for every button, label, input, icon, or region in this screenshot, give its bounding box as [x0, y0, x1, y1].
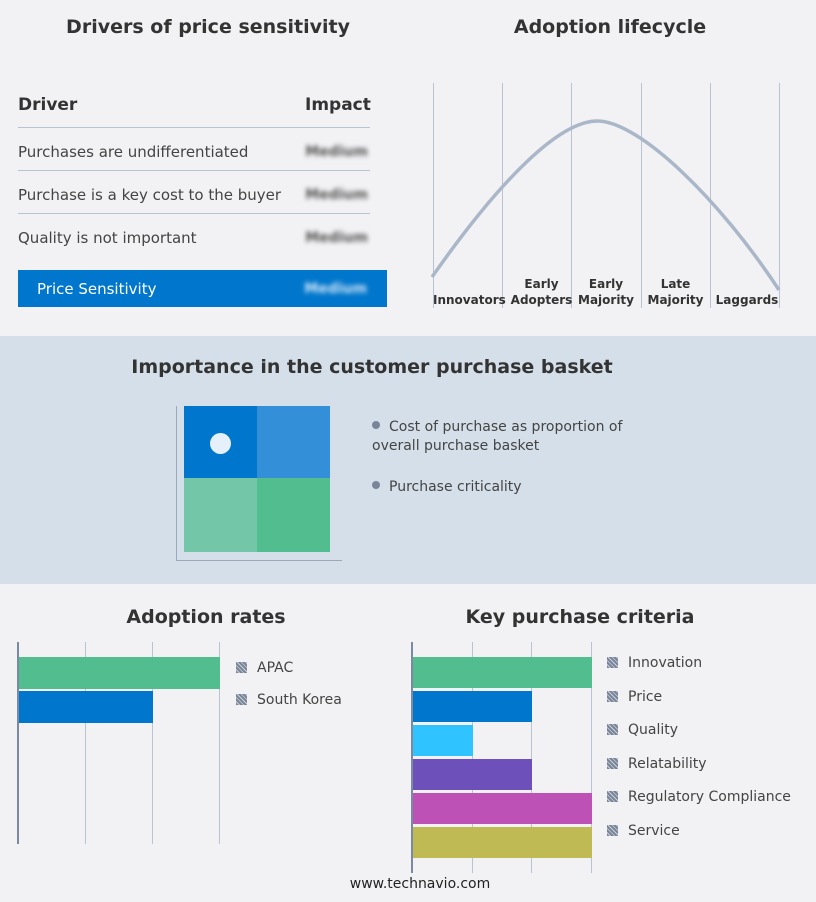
driver-label: Purchases are undifferentiated: [18, 143, 249, 161]
stage-late-majority: Late Majority: [647, 277, 704, 307]
legend-swatch-icon: [236, 662, 247, 673]
stage-early-adopters: Early Adopters: [510, 277, 573, 307]
y-axis: [411, 642, 413, 873]
bar-innovation: [413, 657, 593, 688]
stage-early-majority: Early Majority: [578, 277, 634, 307]
legend-label: Service: [628, 823, 680, 839]
drivers-title: Drivers of price sensitivity: [66, 16, 350, 38]
bar-relatability: [413, 759, 533, 790]
stage-laggards: Laggards: [715, 293, 779, 307]
bar-service: [413, 827, 593, 858]
basket-legend-item: Cost of purchase as proportion of overal…: [372, 419, 623, 454]
legend-swatch-icon: [607, 724, 618, 736]
matrix-cell: [257, 406, 330, 478]
position-marker: [210, 433, 231, 454]
legend-item: APAC: [236, 660, 293, 676]
impact-header: Impact: [305, 95, 371, 115]
legend-label: APAC: [257, 660, 294, 676]
lifecycle-title: Adoption lifecycle: [513, 16, 707, 38]
gridline: [710, 83, 711, 308]
legend-swatch-icon: [607, 757, 618, 769]
bar-apac: [19, 657, 220, 689]
gridline: [85, 642, 86, 844]
impact-value: Medium: [305, 144, 368, 160]
gridline: [571, 83, 572, 308]
matrix-cell: [184, 478, 257, 552]
legend-label: Regulatory Compliance: [628, 789, 791, 806]
basket-section: [0, 336, 816, 584]
legend-item: Innovation: [607, 655, 702, 671]
gridline: [433, 83, 434, 308]
bar-quality: [413, 725, 473, 756]
driver-row: Purchase is a key cost to the buyer Mediu…: [18, 171, 370, 214]
adoption-rates-title: Adoption rates: [126, 606, 286, 628]
gridline: [152, 642, 153, 844]
divider: [18, 127, 370, 128]
summary-label: Price Sensitivity: [37, 280, 157, 298]
legend-swatch-icon: [607, 791, 618, 803]
basket-title: Importance in the customer purchase bask…: [131, 356, 613, 378]
footer-url: www.technavio.com: [349, 876, 491, 892]
legend-item: Price: [607, 689, 662, 705]
legend-item: Regulatory Compliance: [607, 789, 791, 805]
legend-item: Relatability: [607, 756, 707, 772]
legend-item: Service: [607, 823, 680, 839]
matrix-axis: [176, 406, 177, 560]
key-criteria-title: Key purchase criteria: [465, 606, 695, 628]
legend-label: Relatability: [628, 755, 707, 772]
gridline: [641, 83, 642, 308]
stage-innovators: Innovators: [433, 293, 506, 307]
matrix-cell: [257, 478, 330, 552]
driver-label: Purchase is a key cost to the buyer: [18, 186, 282, 204]
legend-swatch-icon: [607, 825, 618, 836]
legend-item: South Korea: [236, 692, 342, 708]
bar-price: [413, 691, 533, 722]
legend-label: South Korea: [257, 692, 342, 708]
gridline: [502, 83, 503, 308]
price-sensitivity-summary: Price Sensitivity Medium: [18, 270, 387, 307]
driver-row: Purchases are undifferentiated Medium: [18, 128, 370, 171]
legend-swatch-icon: [607, 657, 618, 668]
bullet-icon: [372, 481, 380, 489]
gridline: [779, 83, 780, 308]
driver-header: Driver: [18, 95, 78, 115]
impact-value: Medium: [305, 187, 368, 203]
summary-impact: Medium: [304, 281, 367, 297]
bar-regulatory-compliance: [413, 793, 593, 824]
legend-label: Innovation: [628, 655, 703, 671]
gridline: [591, 642, 593, 873]
legend-label: Quality: [628, 722, 679, 739]
driver-row: Quality is not important Medium: [18, 214, 370, 257]
gridline: [471, 642, 473, 873]
gridline: [531, 642, 533, 873]
basket-legend-item: Purchase criticality: [372, 479, 522, 495]
gridline: [219, 642, 220, 844]
matrix-axis: [176, 560, 342, 561]
legend-item: Quality: [607, 722, 678, 738]
y-axis: [17, 642, 19, 844]
impact-value: Medium: [305, 230, 368, 246]
bullet-icon: [372, 421, 380, 429]
legend-swatch-icon: [607, 690, 618, 702]
driver-label: Quality is not important: [18, 229, 197, 247]
legend-swatch-icon: [236, 694, 247, 705]
bar-south-korea: [19, 691, 153, 723]
adoption-curve: [430, 119, 781, 291]
legend-label: Price: [628, 688, 663, 705]
